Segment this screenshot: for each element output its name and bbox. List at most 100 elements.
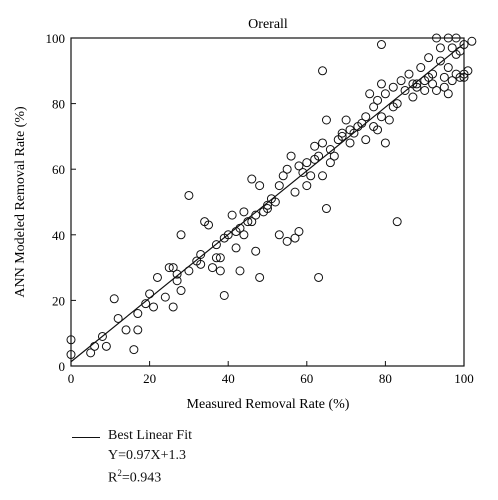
y-tick-label: 100 — [46, 31, 66, 46]
data-point — [420, 85, 430, 95]
data-point — [152, 272, 162, 282]
data-point — [290, 187, 300, 197]
data-point — [274, 230, 284, 240]
data-point — [97, 331, 107, 341]
data-point — [129, 345, 139, 355]
data-point — [196, 249, 206, 259]
data-point — [278, 171, 288, 181]
x-axis-ticks: 0 20 40 60 80 100 — [68, 361, 474, 386]
data-point — [274, 181, 284, 191]
data-point — [361, 112, 371, 122]
data-point — [160, 292, 170, 302]
r-squared: R2=0.943 — [108, 468, 161, 487]
data-point — [439, 72, 449, 82]
r2-exponent: 2 — [117, 468, 122, 478]
y-tick-label: 0 — [59, 359, 66, 374]
data-point — [412, 82, 422, 92]
data-point — [290, 233, 300, 243]
r2-value: =0.943 — [121, 470, 162, 486]
data-point — [345, 125, 355, 135]
data-point — [219, 290, 229, 300]
fit-equation: Y=0.97X+1.3 — [108, 448, 187, 463]
data-point — [428, 69, 438, 79]
data-point — [380, 89, 390, 99]
data-point — [141, 299, 151, 309]
data-point — [196, 259, 206, 269]
data-point — [376, 79, 386, 89]
data-point — [168, 263, 178, 273]
data-point — [435, 56, 445, 66]
data-point — [302, 181, 312, 191]
data-point — [428, 79, 438, 89]
y-tick-label: 20 — [52, 293, 65, 308]
data-point — [247, 217, 257, 227]
data-point — [168, 302, 178, 312]
data-point — [341, 115, 351, 125]
data-point — [392, 217, 402, 227]
data-point — [416, 63, 426, 73]
data-point — [121, 325, 131, 335]
x-tick-label: 100 — [454, 371, 474, 386]
data-point — [388, 82, 398, 92]
y-axis-ticks: 0 20 40 60 80 100 — [46, 31, 76, 374]
data-point — [215, 266, 225, 276]
data-point — [447, 76, 457, 86]
data-point — [231, 243, 241, 253]
data-point — [109, 294, 119, 304]
data-point — [86, 348, 96, 358]
data-point — [294, 161, 304, 171]
data-point — [376, 112, 386, 122]
data-point — [302, 158, 312, 168]
data-point — [184, 266, 194, 276]
data-point — [467, 36, 477, 46]
data-point — [384, 115, 394, 125]
data-point — [459, 72, 469, 82]
data-point — [243, 217, 253, 227]
data-point — [361, 135, 371, 145]
data-point — [263, 204, 272, 214]
data-point — [231, 227, 241, 237]
data-point — [133, 325, 143, 335]
data-point — [227, 210, 237, 220]
data-points — [66, 33, 477, 360]
data-point — [251, 246, 261, 256]
x-tick-label: 80 — [379, 371, 392, 386]
data-point — [431, 85, 441, 95]
legend-line-swatch — [72, 437, 100, 438]
data-point — [447, 43, 457, 53]
data-point — [459, 40, 469, 50]
data-point — [145, 289, 155, 299]
data-point — [235, 266, 245, 276]
data-point — [345, 138, 355, 148]
data-point — [176, 286, 186, 296]
data-point — [325, 145, 335, 155]
data-point — [408, 92, 418, 102]
data-point — [318, 171, 328, 181]
data-point — [239, 230, 249, 240]
data-point — [164, 263, 174, 273]
data-point — [455, 46, 465, 56]
y-tick-label: 40 — [52, 228, 65, 243]
data-point — [424, 53, 434, 63]
legend-label: Best Linear Fit — [108, 428, 192, 443]
data-point — [239, 207, 249, 217]
data-point — [463, 66, 473, 76]
data-point — [211, 240, 221, 250]
data-point — [365, 89, 375, 99]
data-point — [184, 190, 194, 200]
data-point — [314, 151, 324, 161]
data-point — [376, 40, 386, 50]
data-point — [329, 151, 339, 161]
data-point — [321, 204, 331, 214]
data-point — [172, 269, 182, 279]
legend: Best Linear Fit Y=0.97X+1.3 R2=0.943 — [72, 428, 332, 492]
data-point — [321, 115, 331, 125]
data-point — [282, 164, 292, 174]
data-point — [310, 141, 320, 151]
data-point — [251, 210, 261, 220]
data-point — [101, 341, 111, 351]
plot-frame — [70, 37, 465, 367]
data-point — [294, 227, 304, 237]
data-point — [149, 302, 159, 312]
